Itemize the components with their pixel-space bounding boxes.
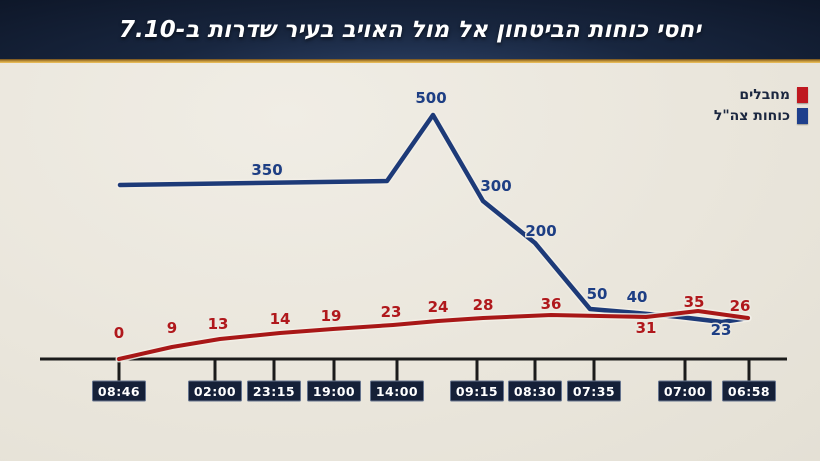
data-point-label: 14 bbox=[270, 310, 291, 328]
data-point-label: 35 bbox=[684, 293, 705, 311]
time-label: 07:35 bbox=[573, 384, 615, 399]
data-point-label: 50 bbox=[587, 285, 608, 303]
data-point-label: 9 bbox=[167, 319, 177, 337]
data-point-label: 31 bbox=[636, 319, 657, 337]
red-swatch-icon bbox=[797, 87, 808, 103]
data-point-label: 13 bbox=[208, 315, 229, 333]
data-point-label: 300 bbox=[480, 177, 511, 195]
time-label-box bbox=[658, 380, 712, 402]
data-point-label: 28 bbox=[473, 296, 494, 314]
time-label: 06:58 bbox=[728, 384, 770, 399]
time-label-box bbox=[188, 380, 242, 402]
time-label-box bbox=[307, 380, 361, 402]
data-point-label: 0 bbox=[114, 324, 124, 342]
time-label-box bbox=[722, 380, 776, 402]
legend-label-idf-forces: כוחות צה"ל bbox=[713, 108, 790, 124]
time-label: 07:00 bbox=[664, 384, 706, 399]
data-point-label: 36 bbox=[541, 295, 562, 313]
time-label: 09:15 bbox=[456, 384, 498, 399]
data-point-label: 350 bbox=[251, 161, 282, 179]
legend: מחבלים כוחות צה"ל bbox=[714, 86, 808, 125]
time-label: 08:46 bbox=[98, 384, 140, 399]
time-label-box bbox=[370, 380, 424, 402]
time-label-box bbox=[92, 380, 146, 402]
series-casing-idf bbox=[116, 111, 752, 326]
legend-label-terrorists: מחבלים bbox=[739, 87, 790, 103]
data-point-label: 23 bbox=[381, 303, 402, 321]
time-label: 23:15 bbox=[253, 384, 295, 399]
title-bar: יחסי כוחות הביטחון אל מול האויב בעיר שדר… bbox=[0, 0, 820, 59]
time-label: 19:00 bbox=[313, 384, 355, 399]
legend-item-terrorists: מחבלים bbox=[714, 86, 808, 104]
data-point-label: 24 bbox=[428, 298, 449, 316]
gold-divider bbox=[0, 59, 820, 63]
data-point-label: 19 bbox=[321, 307, 342, 325]
series-line-terrorists bbox=[117, 309, 750, 361]
time-label-box bbox=[567, 380, 621, 402]
time-label: 02:00 bbox=[194, 384, 236, 399]
data-point-label: 23 bbox=[711, 321, 732, 339]
time-label: 14:00 bbox=[376, 384, 418, 399]
blue-swatch-icon bbox=[797, 108, 808, 124]
legend-item-idf-forces: כוחות צה"ל bbox=[714, 107, 808, 125]
time-label-box bbox=[247, 380, 301, 402]
data-point-label: 26 bbox=[730, 297, 751, 315]
series-line-idf bbox=[117, 112, 751, 325]
data-point-label: 200 bbox=[525, 222, 556, 240]
data-point-label: 500 bbox=[415, 89, 446, 107]
time-label-box bbox=[508, 380, 562, 402]
data-point-label: 40 bbox=[627, 288, 648, 306]
page-title: יחסי כוחות הביטחון אל מול האויב בעיר שדר… bbox=[118, 16, 701, 43]
time-label-box bbox=[450, 380, 504, 402]
time-label: 08:30 bbox=[514, 384, 556, 399]
